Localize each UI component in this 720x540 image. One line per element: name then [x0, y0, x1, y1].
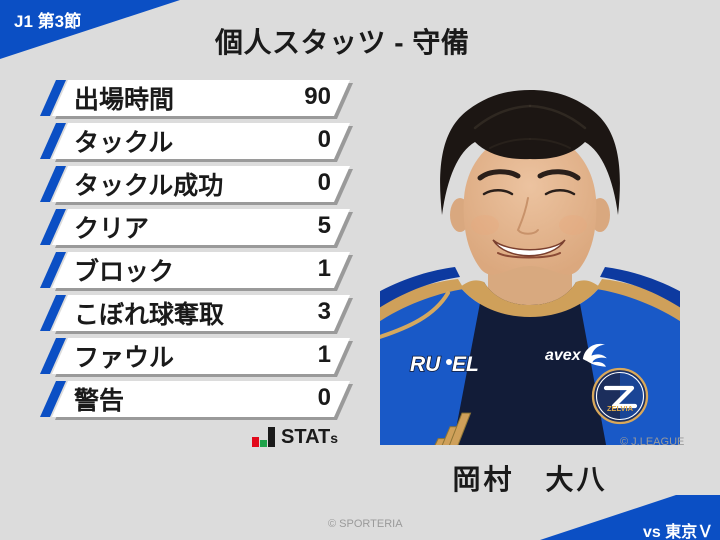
svg-text:avex: avex [545, 347, 582, 364]
svg-text:ZELVIA: ZELVIA [607, 404, 634, 413]
svg-text:RU: RU [410, 353, 441, 376]
svg-text:EL: EL [452, 353, 479, 376]
